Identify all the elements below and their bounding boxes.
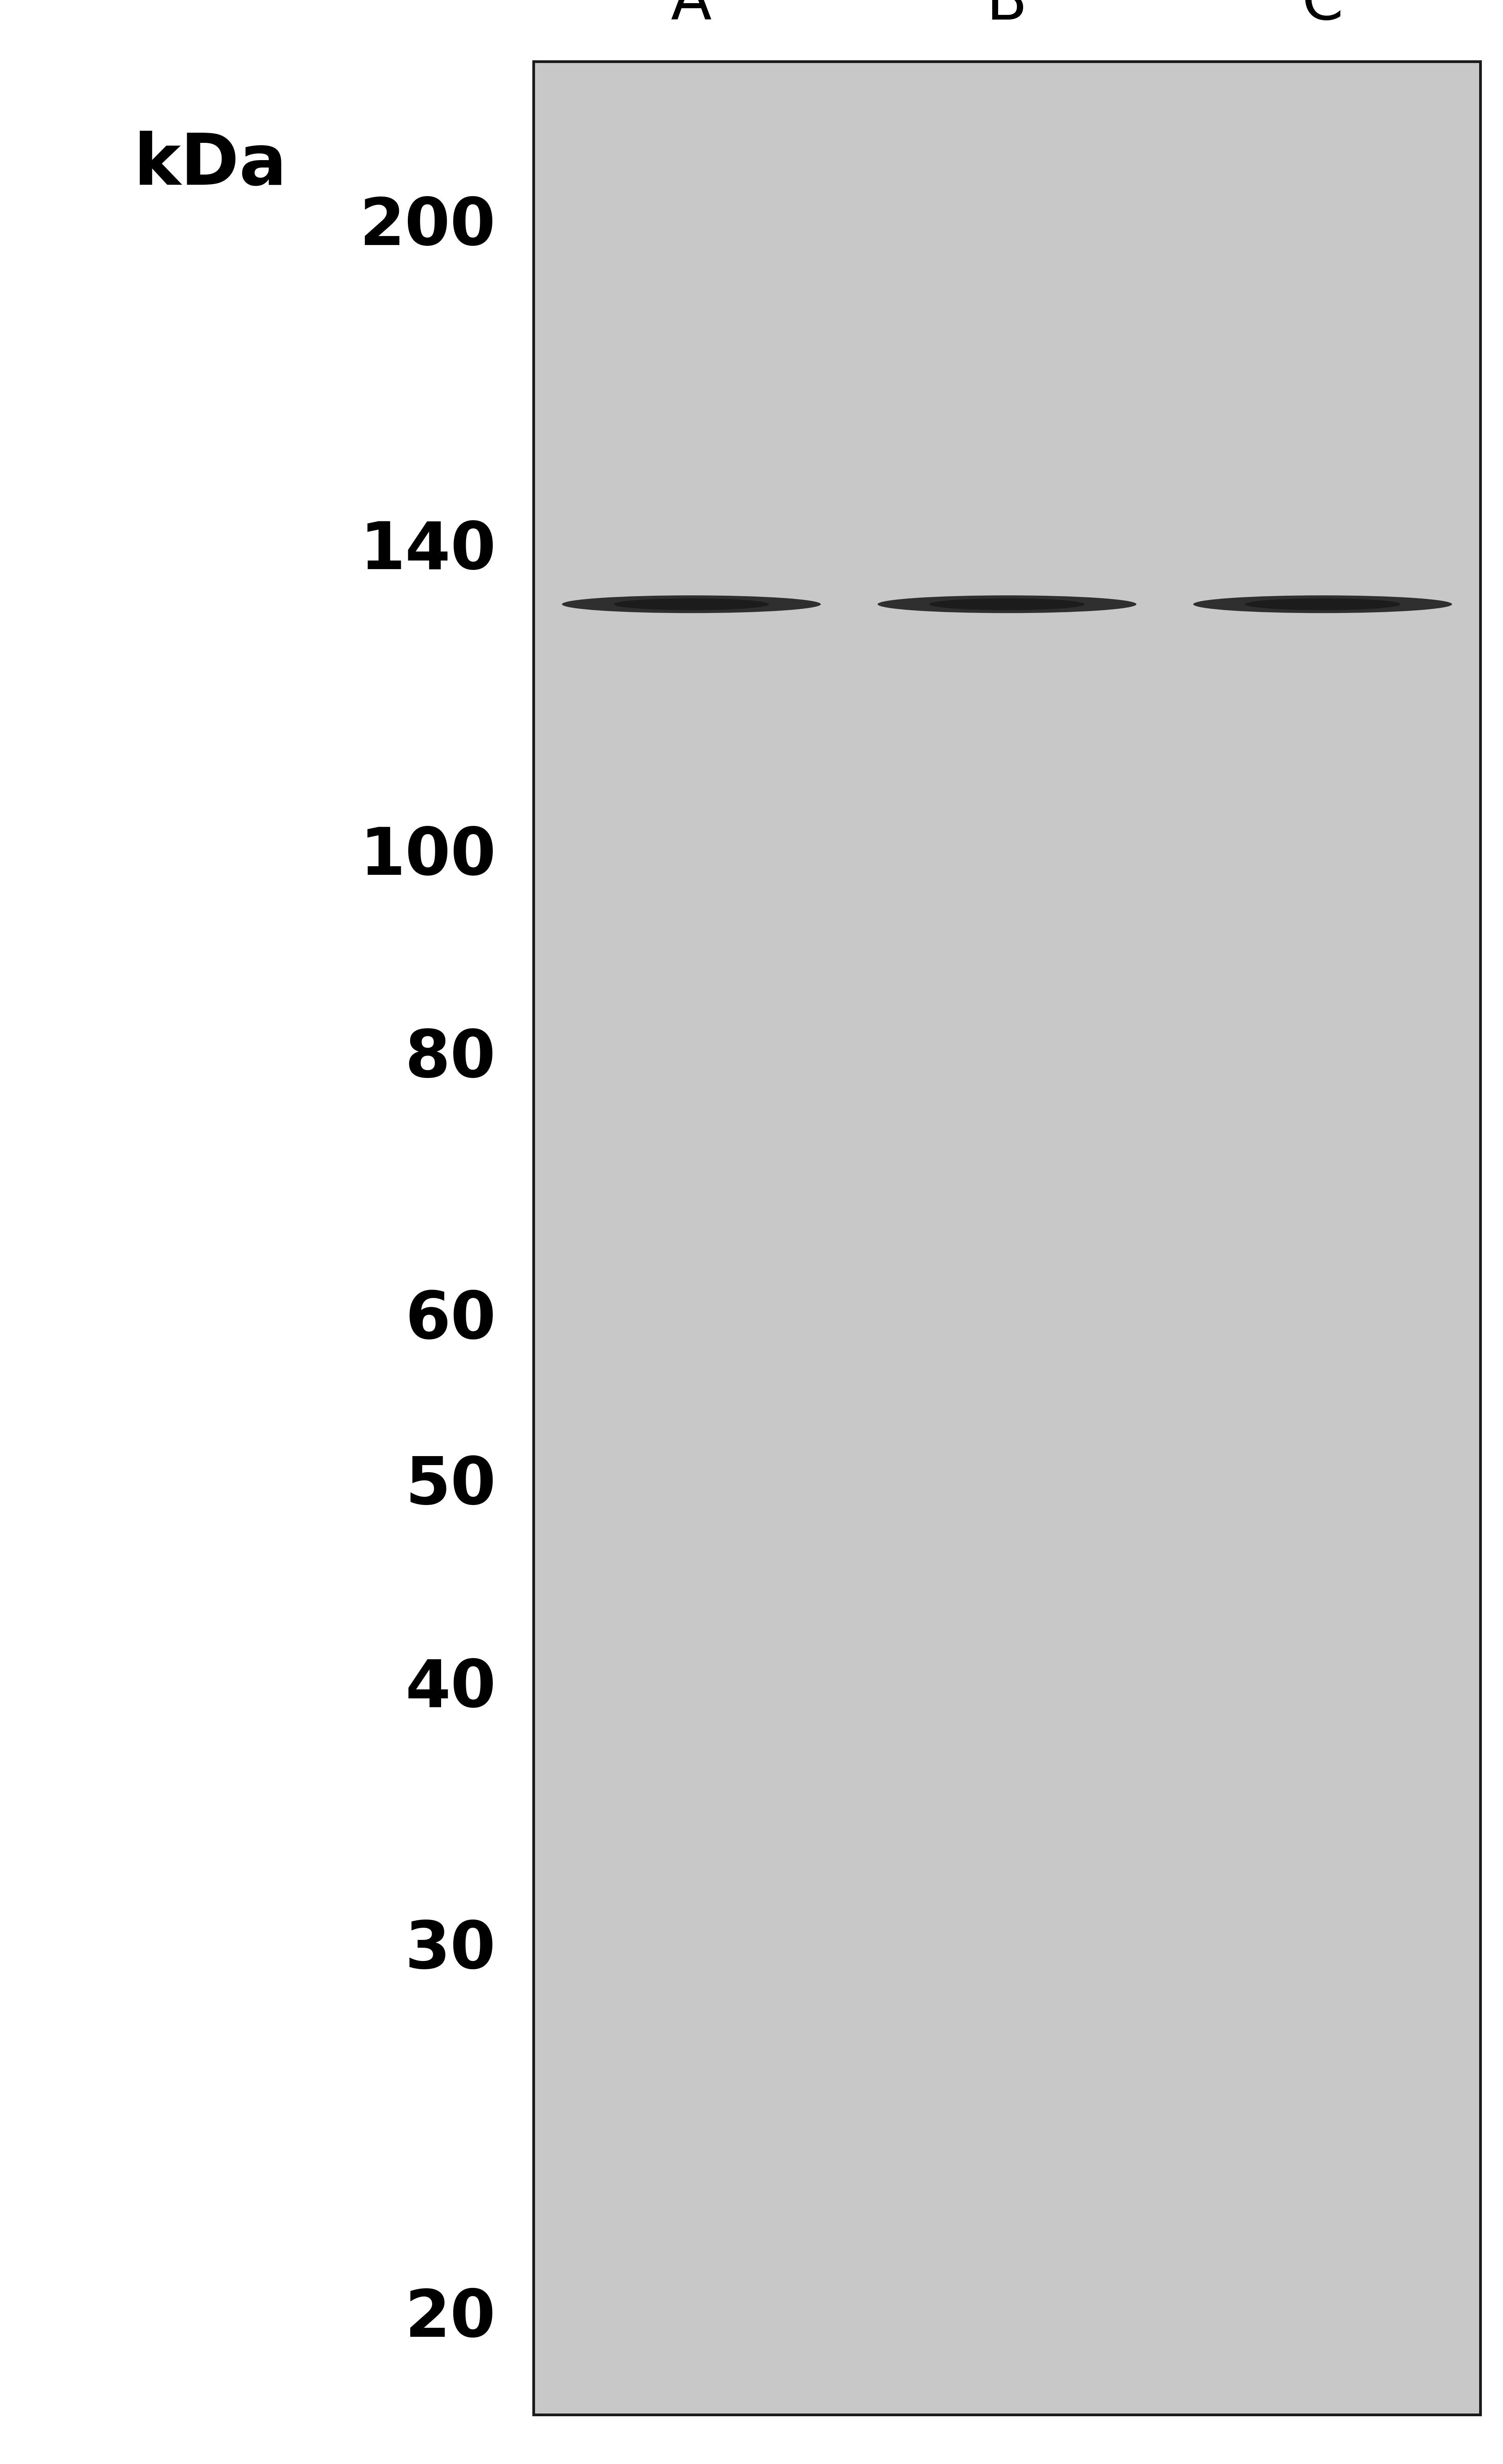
Text: 140: 140 (359, 520, 496, 582)
Text: 100: 100 (359, 825, 496, 890)
Text: A: A (670, 0, 712, 32)
Ellipse shape (1193, 596, 1452, 614)
Text: 80: 80 (406, 1027, 496, 1092)
Text: 50: 50 (406, 1454, 496, 1518)
Ellipse shape (878, 596, 1136, 614)
Text: kDa: kDa (134, 131, 287, 200)
Text: B: B (986, 0, 1028, 32)
Ellipse shape (613, 599, 770, 611)
Ellipse shape (562, 596, 821, 614)
Text: C: C (1302, 0, 1344, 32)
Text: 30: 30 (406, 1917, 496, 1981)
Text: 200: 200 (359, 195, 496, 259)
Bar (534, 62, 1480, 2415)
Ellipse shape (1244, 599, 1401, 611)
Text: 40: 40 (406, 1656, 496, 1720)
Ellipse shape (929, 599, 1085, 611)
Text: 60: 60 (406, 1289, 496, 1353)
Text: 20: 20 (406, 2287, 496, 2351)
